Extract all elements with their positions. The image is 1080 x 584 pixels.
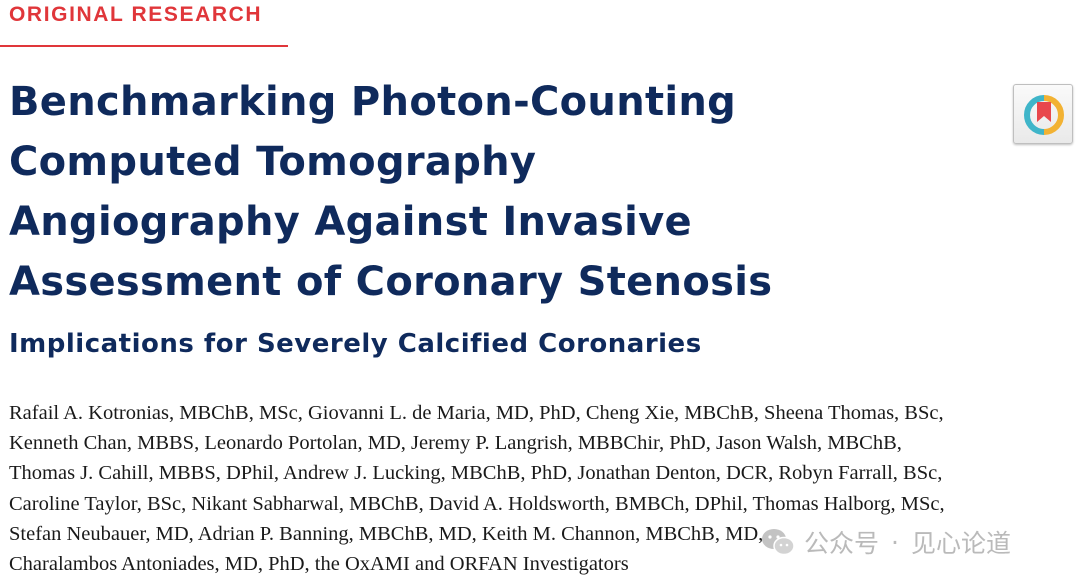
watermark-source: 公众号 [804, 529, 880, 558]
wechat-watermark: 公众号 · 见心论道 [760, 522, 1011, 562]
author-line: Caroline Taylor, BSc, Nikant Sabharwal, … [9, 492, 945, 515]
author-line: Charalambos Antoniades, MD, PhD, the OxA… [9, 553, 629, 576]
article-subtitle: Implications for Severely Calcified Coro… [9, 329, 702, 359]
title-line: Benchmarking Photon-Counting [9, 79, 737, 125]
crossmark-icon [1024, 95, 1064, 135]
author-line: Stefan Neubauer, MD, Adrian P. Banning, … [9, 522, 764, 545]
author-list: Rafail A. Kotronias, MBChB, MSc, Giovann… [9, 398, 1074, 579]
title-line: Assessment of Coronary Stenosis [9, 259, 773, 305]
title-line: Angiography Against Invasive [9, 199, 692, 245]
watermark-account: 见心论道 [910, 529, 1011, 558]
wechat-icon [762, 529, 795, 556]
watermark-separator: · [891, 527, 899, 557]
title-line: Computed Tomography [9, 139, 537, 185]
section-divider [0, 45, 288, 47]
author-line: Thomas J. Cahill, MBBS, DPhil, Andrew J.… [9, 462, 943, 485]
crossmark-button[interactable] [1013, 84, 1073, 144]
section-label: ORIGINAL RESEARCH [9, 3, 263, 26]
article-title: Benchmarking Photon-Counting Computed To… [9, 72, 989, 312]
author-line: Kenneth Chan, MBBS, Leonardo Portolan, M… [9, 432, 902, 455]
author-line: Rafail A. Kotronias, MBChB, MSc, Giovann… [9, 402, 944, 424]
